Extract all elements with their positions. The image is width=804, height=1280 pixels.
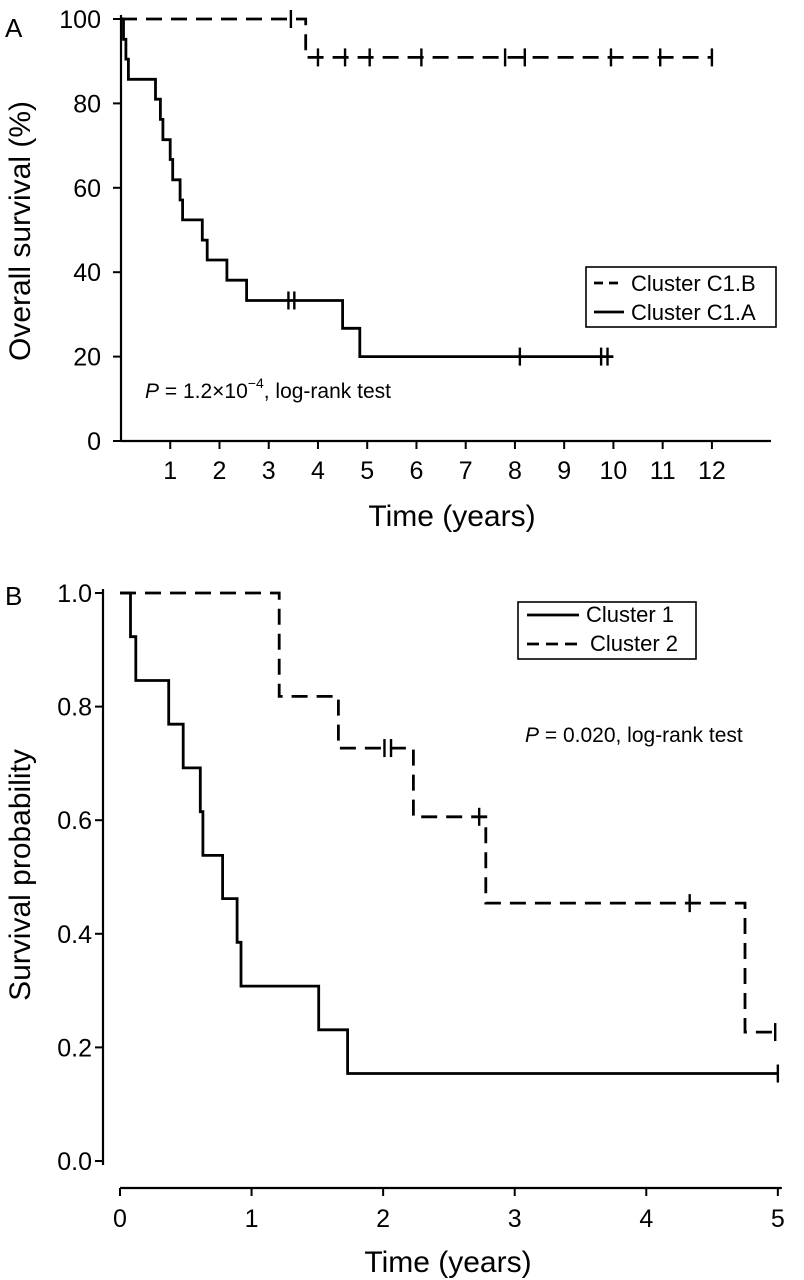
panel-a-x-tick-label: 9 <box>557 457 571 485</box>
panel-b-y-tick-label: 0.4 <box>57 921 92 949</box>
panel-b-legend-box <box>517 601 697 660</box>
panel-b-y-tick-label: 0.2 <box>57 1034 92 1062</box>
panel-b-y-tick-label: 0.6 <box>57 807 92 835</box>
panel-b-legend: Cluster 1 Cluster 2 <box>517 601 697 660</box>
panel-b-label: B <box>5 581 22 611</box>
panel-b-curve-cluster-2 <box>120 591 778 1034</box>
panel-a-y-tick-label: 60 <box>73 175 101 203</box>
panel-b-x-tick-label: 3 <box>508 1205 522 1233</box>
panel-a-x-tick-label: 11 <box>650 457 676 485</box>
panel-a-pvalue-annotation: P = 1.2×10−4, log-rank test <box>145 375 391 403</box>
panel-a-y-tick-label: 0 <box>87 428 101 456</box>
panel-a-legend-label-c1b: Cluster C1.B <box>631 271 756 296</box>
panel-a-x-tick-label: 5 <box>360 457 374 485</box>
panel-a-y-tick-label: 20 <box>73 344 101 372</box>
panel-a-label: A <box>5 13 23 43</box>
panel-b-legend-label-cluster1: Cluster 1 <box>586 602 674 627</box>
panel-a-legend-label-c1a: Cluster C1.A <box>631 300 756 325</box>
panel-a-p-suffix: , log-rank test <box>264 380 391 403</box>
panel-b-x-tick-label: 4 <box>639 1205 653 1233</box>
panel-a-y-tick-label: 40 <box>73 259 101 287</box>
panel-a-x-tick-label: 10 <box>600 457 628 485</box>
panel-a-curve-cluster-c1-b <box>121 17 712 59</box>
panel-b-legend-label-cluster2: Cluster 2 <box>590 631 678 656</box>
panel-b-curve-cluster-1 <box>120 591 778 1075</box>
panel-b-y-tick-label: 0.8 <box>57 694 92 722</box>
panel-a-p-exponent: −4 <box>248 375 264 391</box>
panel-b-axes: 0.0 0.2 0.4 0.6 0.8 1.0 0 1 2 3 4 5 <box>57 580 785 1233</box>
panel-a-legend-box <box>585 266 777 328</box>
panel-b-p-symbol: P <box>525 724 539 747</box>
panel-b-p-equals: = 0.020, log-rank test <box>539 724 743 747</box>
panel-b-series-layer <box>120 591 780 1083</box>
panel-a-legend: Cluster C1.B Cluster C1.A <box>585 266 777 328</box>
panel-a-p-equals: = 1.2×10 <box>159 380 248 403</box>
panel-a-x-tick-label: 1 <box>163 457 177 485</box>
panel-b-x-tick-label: 1 <box>245 1205 259 1233</box>
panel-a-y-tick-label: 80 <box>73 90 101 118</box>
panel-b-x-tick-label: 0 <box>113 1205 127 1233</box>
panel-b-x-tick-label: 5 <box>771 1205 785 1233</box>
panel-a-y-axis-title: Overall survival (%) <box>4 101 37 361</box>
panel-a-x-tick-label: 6 <box>410 457 424 485</box>
panel-b-y-axis-title: Survival probability <box>4 749 37 1001</box>
panel-a-x-tick-label: 8 <box>508 457 522 485</box>
panel-b-survival-plot: B Survival probability Time (years) 0.00… <box>4 580 785 1279</box>
panel-a-y-tick-label: 100 <box>59 6 101 34</box>
panel-a-x-axis-title: Time (years) <box>368 500 535 533</box>
panel-b-pvalue-annotation: P = 0.020, log-rank test <box>525 724 743 747</box>
panel-a-x-tick-label: 7 <box>459 457 473 485</box>
panel-a-x-tick-label: 4 <box>311 457 325 485</box>
panel-b-y-tick-label: 1.0 <box>57 580 92 608</box>
panel-a-x-tick-label: 12 <box>698 457 726 485</box>
panel-a-x-tick-label: 2 <box>213 457 227 485</box>
panel-a-p-symbol: P <box>145 380 159 403</box>
panel-a-curve-cluster-c1-a <box>121 17 614 359</box>
panel-a-x-tick-label: 3 <box>262 457 276 485</box>
panel-a-survival-plot: A Overall survival (%) Time (years) 0 20 4… <box>4 6 777 533</box>
panel-b-x-axis-title: Time (years) <box>364 1246 531 1279</box>
panel-a-series-layer <box>121 10 714 366</box>
panel-b-x-tick-label: 2 <box>376 1205 390 1233</box>
panel-b-y-tick-label: 0.0 <box>57 1148 92 1176</box>
